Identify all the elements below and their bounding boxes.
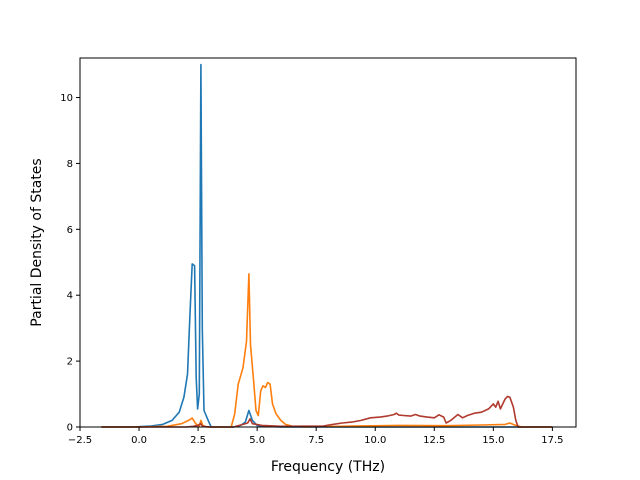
x-axis-ticks: −2.5 0.0 2.5 5.0 7.5 10.0 12.5 15.0 17.5 bbox=[68, 427, 564, 446]
series-layer bbox=[101, 63, 553, 428]
y-tick-label: 8 bbox=[67, 159, 73, 170]
y-tick-label: 4 bbox=[67, 291, 73, 302]
x-tick-label: 7.5 bbox=[308, 435, 324, 446]
plot-frame bbox=[79, 57, 577, 428]
x-axis-label: Frequency (THz) bbox=[271, 459, 385, 475]
y-tick-label: 0 bbox=[67, 423, 73, 434]
x-tick-label: −2.5 bbox=[68, 435, 92, 446]
x-tick-label: 2.5 bbox=[190, 435, 206, 446]
x-tick-label: 10.0 bbox=[364, 435, 386, 446]
x-tick-label: 0.0 bbox=[131, 435, 147, 446]
series-line-3 bbox=[101, 395, 553, 428]
series-line-1 bbox=[101, 63, 553, 428]
x-tick-label: 12.5 bbox=[423, 435, 445, 446]
series-line-2 bbox=[101, 273, 553, 428]
y-tick-label: 10 bbox=[60, 93, 73, 104]
x-tick-label: 15.0 bbox=[482, 435, 504, 446]
y-axis-label: Partial Density of States bbox=[29, 158, 45, 326]
y-tick-label: 2 bbox=[67, 357, 73, 368]
x-tick-label: 5.0 bbox=[249, 435, 265, 446]
x-tick-label: 17.5 bbox=[541, 435, 563, 446]
y-axis-ticks: 0 2 4 6 8 10 bbox=[60, 93, 80, 434]
y-tick-label: 6 bbox=[67, 225, 73, 236]
